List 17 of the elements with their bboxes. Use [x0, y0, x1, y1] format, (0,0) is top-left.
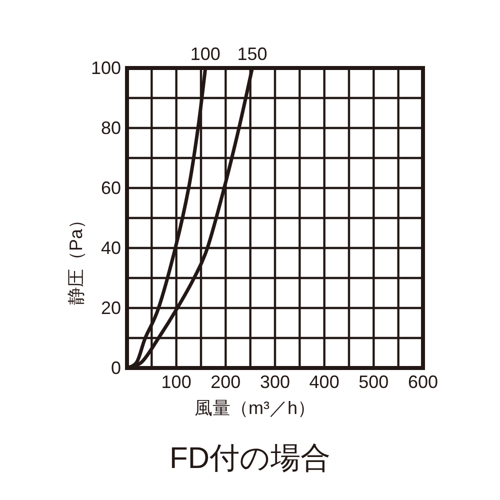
text: FD付の場合	[170, 442, 330, 475]
y-tick-label: 60	[100, 178, 121, 198]
y-tick-label: 20	[100, 298, 121, 318]
y-tick-label: 0	[110, 358, 121, 378]
x-tick-label: 600	[408, 372, 438, 392]
x-tick-label: 500	[358, 372, 389, 392]
y-tick-label: 40	[100, 238, 121, 258]
y-tick-label: 100	[90, 58, 121, 78]
series-label: 150	[237, 44, 268, 64]
x-tick-label: 200	[210, 372, 241, 392]
x-tick-label: 100	[161, 372, 192, 392]
y-tick-label: 80	[100, 118, 121, 138]
x-tick-label: 400	[309, 372, 340, 392]
x-axis-title: 風量（m³／h）	[194, 398, 316, 418]
y-axis-title: 静圧（Pa）	[66, 210, 86, 306]
series-label: 100	[190, 44, 220, 64]
x-tick-label: 300	[260, 372, 290, 392]
